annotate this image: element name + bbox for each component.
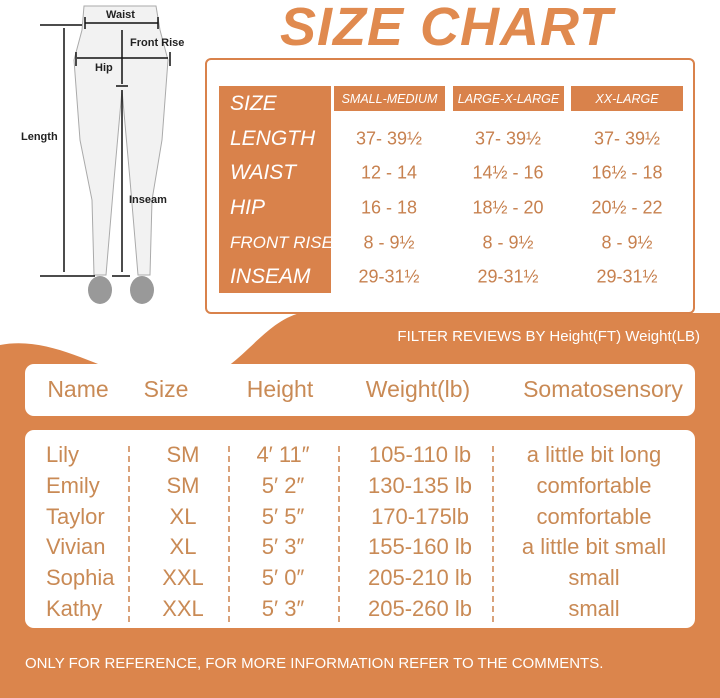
weight-cell: 205-260 lb — [368, 596, 472, 621]
size-value-cell: 8 - 9½ — [601, 232, 653, 253]
waist-label: Waist — [106, 9, 135, 21]
size-cell: XXL — [162, 596, 204, 621]
somatosensory-cell: comfortable — [536, 504, 652, 529]
name-cell: Kathy — [46, 596, 103, 621]
name-cell: Sophia — [46, 565, 115, 590]
size-cell: XXL — [162, 565, 204, 590]
height-cell: 4′ 11″ — [256, 442, 310, 467]
right-shoe-icon — [130, 276, 154, 304]
leggings-diagram — [40, 5, 171, 304]
size-cell: SM — [166, 442, 200, 467]
size-value-cell: 16½ - 18 — [591, 162, 663, 183]
review-column-header: Somatosensory — [523, 376, 683, 402]
size-value-cell: 37- 39½ — [593, 128, 661, 149]
column-divider — [128, 446, 130, 622]
row-label: INSEAM — [230, 265, 311, 288]
size-value-cell: 18½ - 20 — [472, 197, 544, 218]
review-column-header: Name — [47, 376, 109, 402]
footer-note: ONLY FOR REFERENCE, FOR MORE INFORMATION… — [25, 655, 604, 672]
height-cell: 5′ 3″ — [261, 596, 305, 621]
somatosensory-cell: a little bit long — [526, 442, 662, 467]
size-value-cell: 37- 39½ — [355, 128, 423, 149]
column-divider — [492, 446, 494, 622]
column-divider — [228, 446, 230, 622]
inseam-label: Inseam — [129, 194, 167, 206]
size-value-cell: 29-31½ — [358, 266, 420, 287]
size-value-cell: 14½ - 16 — [472, 162, 544, 183]
size-value-cell: 29-31½ — [477, 266, 539, 287]
size-cell: XL — [169, 504, 197, 529]
weight-cell: 105-110 lb — [368, 442, 472, 467]
somatosensory-cell: small — [568, 565, 620, 590]
weight-cell: 170-175lb — [371, 504, 469, 529]
length-label: Length — [21, 131, 58, 143]
size-value-cell: 37- 39½ — [474, 128, 542, 149]
hip-label: Hip — [95, 62, 113, 74]
row-label: HIP — [230, 196, 266, 219]
review-column-header: Weight(lb) — [365, 376, 471, 402]
weight-cell: 155-160 lb — [368, 534, 472, 559]
weight-cell: 205-210 lb — [368, 565, 472, 590]
weight-cell: 130-135 lb — [368, 473, 472, 498]
height-cell: 5′ 0″ — [261, 565, 305, 590]
column-divider — [338, 446, 340, 622]
size-value-cell: 20½ - 22 — [591, 197, 663, 218]
name-cell: Taylor — [46, 504, 105, 529]
name-cell: Emily — [46, 473, 100, 498]
row-label: LENGTH — [230, 127, 316, 150]
review-column-header: Size — [143, 376, 189, 402]
size-chart-label-column — [219, 86, 331, 293]
reviews-header-card — [25, 364, 695, 416]
size-value-cell: 8 - 9½ — [363, 232, 415, 253]
height-cell: 5′ 2″ — [261, 473, 305, 498]
somatosensory-cell: a little bit small — [521, 534, 667, 559]
size-cell: SM — [166, 473, 200, 498]
column-header: XX-LARGE — [571, 86, 683, 111]
somatosensory-cell: small — [568, 596, 620, 621]
row-label: WAIST — [230, 161, 297, 184]
name-cell: Vivian — [46, 534, 106, 559]
name-cell: Lily — [46, 442, 80, 467]
review-column-header: Height — [246, 376, 314, 402]
size-cell: XL — [169, 534, 197, 559]
height-cell: 5′ 3″ — [261, 534, 305, 559]
filter-reviews-text: FILTER REVIEWS BY Height(FT) Weight(LB) — [397, 328, 700, 345]
left-shoe-icon — [88, 276, 112, 304]
front-rise-label: Front Rise — [130, 37, 185, 49]
page-title: SIZE CHART — [280, 0, 614, 57]
size-corner-label: SIZE — [230, 92, 277, 115]
size-value-cell: 12 - 14 — [360, 162, 418, 183]
column-header: LARGE-X-LARGE — [453, 86, 564, 111]
size-value-cell: 16 - 18 — [360, 197, 418, 218]
size-value-cell: 8 - 9½ — [482, 232, 534, 253]
height-cell: 5′ 5″ — [261, 504, 305, 529]
column-header: SMALL-MEDIUM — [334, 86, 445, 111]
size-value-cell: 29-31½ — [596, 266, 658, 287]
somatosensory-cell: comfortable — [536, 473, 652, 498]
reviews-table-card — [25, 430, 695, 628]
row-label: FRONT RISE — [230, 233, 333, 252]
